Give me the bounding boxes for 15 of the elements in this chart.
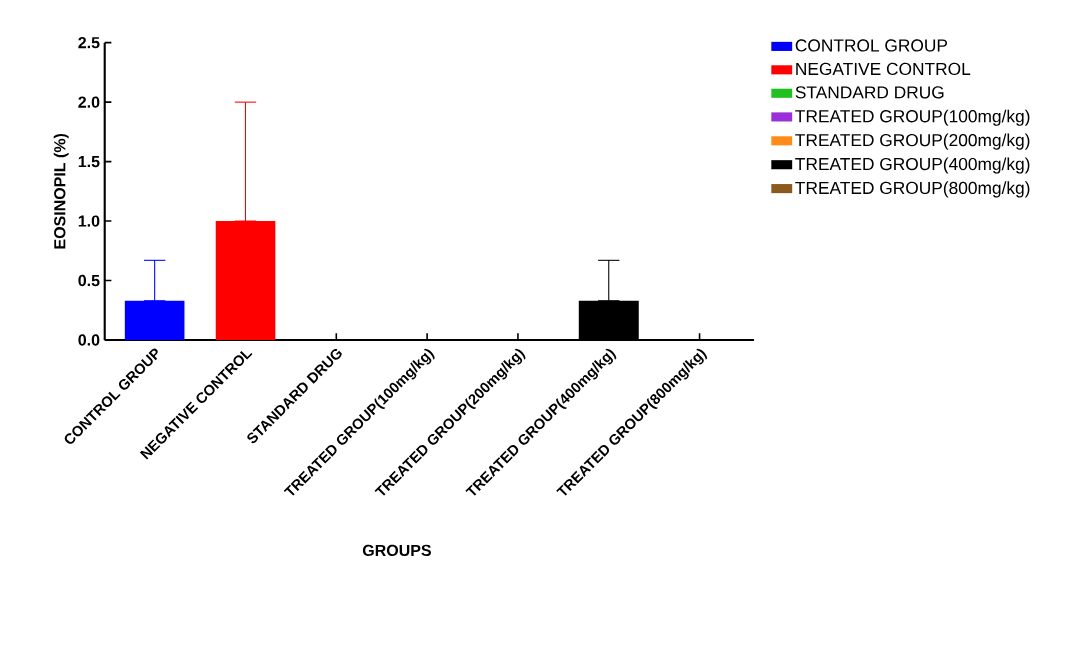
legend-label: STANDARD DRUG xyxy=(795,86,944,99)
legend-label: CONTROL GROUP xyxy=(795,39,948,52)
legend-label: TREATED GROUP(400mg/kg) xyxy=(795,157,1030,174)
x-axis-title: GROUPS xyxy=(362,544,431,556)
legend-label: TREATED GROUP(800mg/kg) xyxy=(795,181,1030,198)
y-axis-title: EOSINOPIL (%) xyxy=(53,133,69,249)
y-tick-label: 0.5 xyxy=(78,274,100,287)
y-tick-label: 2.0 xyxy=(78,96,100,108)
legend-label: NEGATIVE CONTROL xyxy=(796,62,971,75)
y-tick-label: 1.5 xyxy=(78,155,100,168)
legend-label: TREATED GROUP(200mg/kg) xyxy=(795,133,1030,150)
legend-label: TREATED GROUP(100mg/kg) xyxy=(795,109,1030,126)
y-tick-label: 1.0 xyxy=(78,215,100,227)
y-tick-label: 2.5 xyxy=(78,36,100,49)
y-tick-label: 0.0 xyxy=(78,334,100,346)
